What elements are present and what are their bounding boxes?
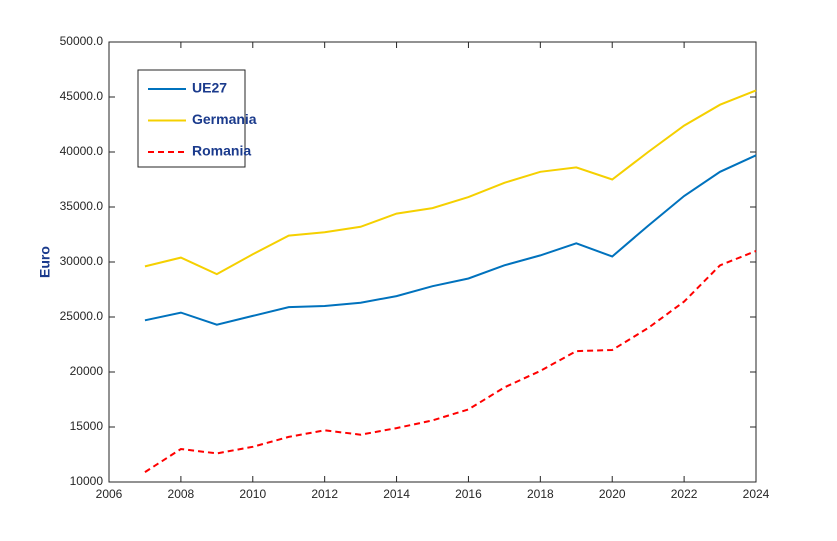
series-line: [144, 250, 757, 473]
x-tick-label: 2008: [168, 487, 195, 501]
legend-label: Germania: [192, 111, 257, 127]
x-tick-label: 2020: [599, 487, 626, 501]
x-tick-label: 2016: [455, 487, 482, 501]
legend-label: UE27: [192, 80, 227, 96]
x-tick-label: 2014: [383, 487, 410, 501]
x-tick-label: 2010: [239, 487, 266, 501]
legend-box: [137, 69, 246, 168]
plot-frame: [108, 41, 757, 483]
x-tick-label: 2018: [527, 487, 554, 501]
y-tick-label: 35000.0: [60, 199, 104, 213]
x-tick-label: 2022: [671, 487, 698, 501]
y-tick-label: 20000: [70, 364, 104, 378]
legend-label: Romania: [192, 143, 251, 159]
y-tick-label: 40000.0: [60, 144, 104, 158]
y-tick-label: 25000.0: [60, 309, 104, 323]
y-tick-label: 30000.0: [60, 254, 104, 268]
y-tick-label: 50000.0: [60, 34, 104, 48]
series-line: [144, 89, 757, 276]
y-tick-label: 15000: [70, 419, 104, 433]
x-tick-label: 2012: [311, 487, 338, 501]
y-axis-label: Euro: [37, 246, 53, 278]
y-tick-label: 45000.0: [60, 89, 104, 103]
x-tick-label: 2006: [96, 487, 123, 501]
series-line: [144, 154, 757, 326]
y-tick-label: 10000: [70, 474, 104, 488]
x-tick-label: 2024: [743, 487, 770, 501]
